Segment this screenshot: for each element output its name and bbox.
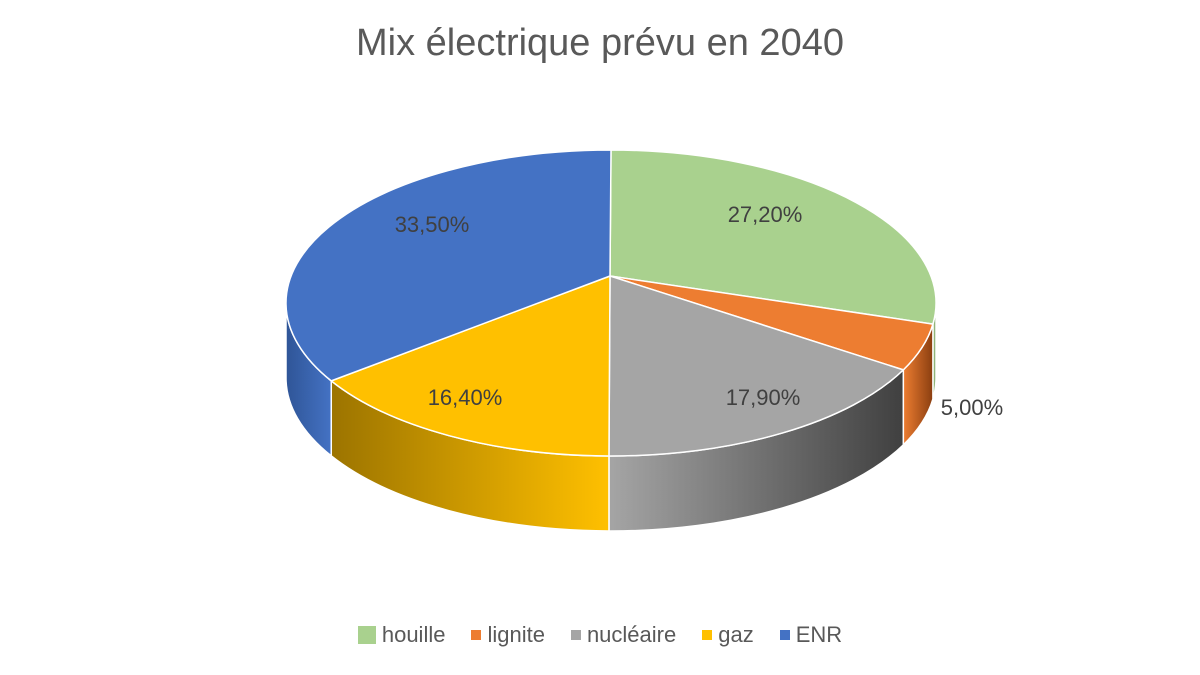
data-label-gaz: 16,40% [427,385,503,410]
pie-slice-houille[interactable] [609,149,937,325]
data-label-lignite: 5,00% [940,395,1004,420]
legend-item-gaz[interactable]: gaz [702,622,754,648]
legend-item-lignite[interactable]: lignite [471,622,545,648]
legend-swatch-enr [779,630,790,640]
data-label-houille: 27,20% [727,202,803,227]
legend-label: ENR [795,622,843,647]
legend-label: lignite [487,622,545,647]
pie-slice-gaz[interactable] [329,274,611,457]
data-label-enr: 33,50% [394,212,470,237]
pie-slice-enr[interactable] [285,149,612,382]
legend-swatch-gaz [702,630,713,640]
chart-title: Mix électrique prévu en 2040 [356,22,844,64]
legend-item-enr[interactable]: ENR [779,622,843,648]
legend: houille lignite nucléaire gaz ENR [0,622,1200,648]
legend-label: nucléaire [586,622,677,647]
legend-swatch-houille [357,626,376,644]
legend-label: houille [381,622,446,647]
data-label-nucleaire: 17,90% [725,385,801,410]
legend-swatch-nucleaire [570,630,581,640]
legend-item-houille[interactable]: houille [357,622,446,648]
legend-item-nucleaire[interactable]: nucléaire [570,622,677,648]
legend-swatch-lignite [471,630,482,640]
pie-slice-nucleaire[interactable] [608,274,905,457]
legend-label: gaz [718,622,754,647]
